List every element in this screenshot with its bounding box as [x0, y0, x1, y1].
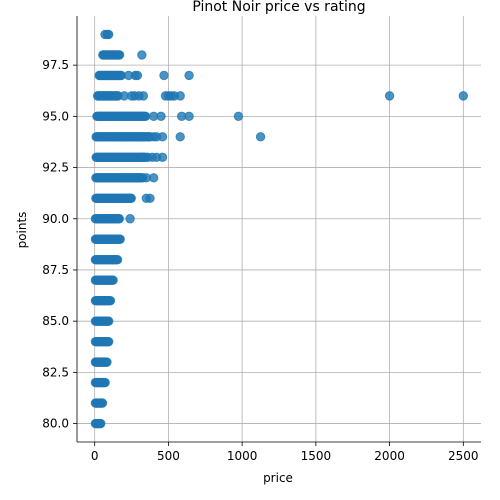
data-point: [159, 70, 169, 81]
x-tick-label: 2000: [374, 449, 405, 463]
data-point: [104, 336, 114, 347]
y-tick-label: 87.5: [42, 263, 69, 277]
y-tick-label: 85.0: [42, 314, 69, 328]
data-point: [125, 193, 135, 203]
y-tick-label: 82.5: [42, 365, 69, 379]
data-point: [108, 275, 118, 285]
data-point: [233, 111, 244, 122]
data-point: [96, 418, 106, 429]
data-point: [114, 214, 125, 224]
x-gridlines: [94, 16, 464, 442]
data-point: [157, 152, 168, 163]
data-point: [100, 377, 110, 388]
x-tick-label: 0: [91, 449, 99, 463]
data-point: [255, 132, 266, 142]
data-point: [184, 70, 194, 81]
y-axis-ticks: 80.0 82.5 85.0 87.5 90.0 92.5 95.0 97.5: [42, 58, 77, 431]
data-point: [145, 193, 155, 203]
data-point: [132, 70, 143, 81]
x-tick-label: 1000: [227, 449, 258, 463]
data-point: [175, 91, 185, 101]
x-tick-label: 500: [157, 449, 180, 463]
axis-spines: [76, 16, 481, 443]
data-point: [105, 295, 116, 306]
x-axis-ticks: 0 500 1000 1500 2000 2500: [91, 442, 479, 463]
data-point: [115, 234, 125, 244]
chart-title: Pinot Noir price vs rating: [192, 0, 365, 15]
data-point: [112, 255, 123, 265]
y-tick-label: 80.0: [42, 417, 69, 431]
data-point: [148, 173, 159, 183]
data-point: [458, 91, 469, 101]
y-axis-label: points: [15, 212, 29, 249]
data-point: [175, 132, 185, 142]
data-point: [102, 357, 112, 367]
data-point: [104, 29, 114, 40]
data-point: [384, 91, 395, 101]
y-tick-label: 92.5: [42, 161, 69, 175]
data-points: [90, 29, 469, 429]
y-tick-label: 90.0: [42, 212, 69, 226]
x-tick-label: 2500: [448, 449, 479, 463]
y-tick-label: 95.0: [42, 109, 69, 123]
x-tick-label: 1500: [301, 449, 332, 463]
data-point: [138, 91, 149, 101]
data-point: [184, 111, 194, 122]
data-point: [156, 111, 166, 122]
data-point: [104, 316, 114, 326]
data-point: [97, 398, 108, 408]
data-point: [157, 132, 168, 142]
data-point: [137, 50, 147, 60]
data-point: [140, 111, 151, 122]
x-axis-label: price: [263, 471, 293, 485]
y-tick-label: 97.5: [42, 58, 69, 72]
y-gridlines: [77, 64, 481, 424]
data-point: [125, 214, 135, 224]
data-point: [114, 50, 125, 60]
